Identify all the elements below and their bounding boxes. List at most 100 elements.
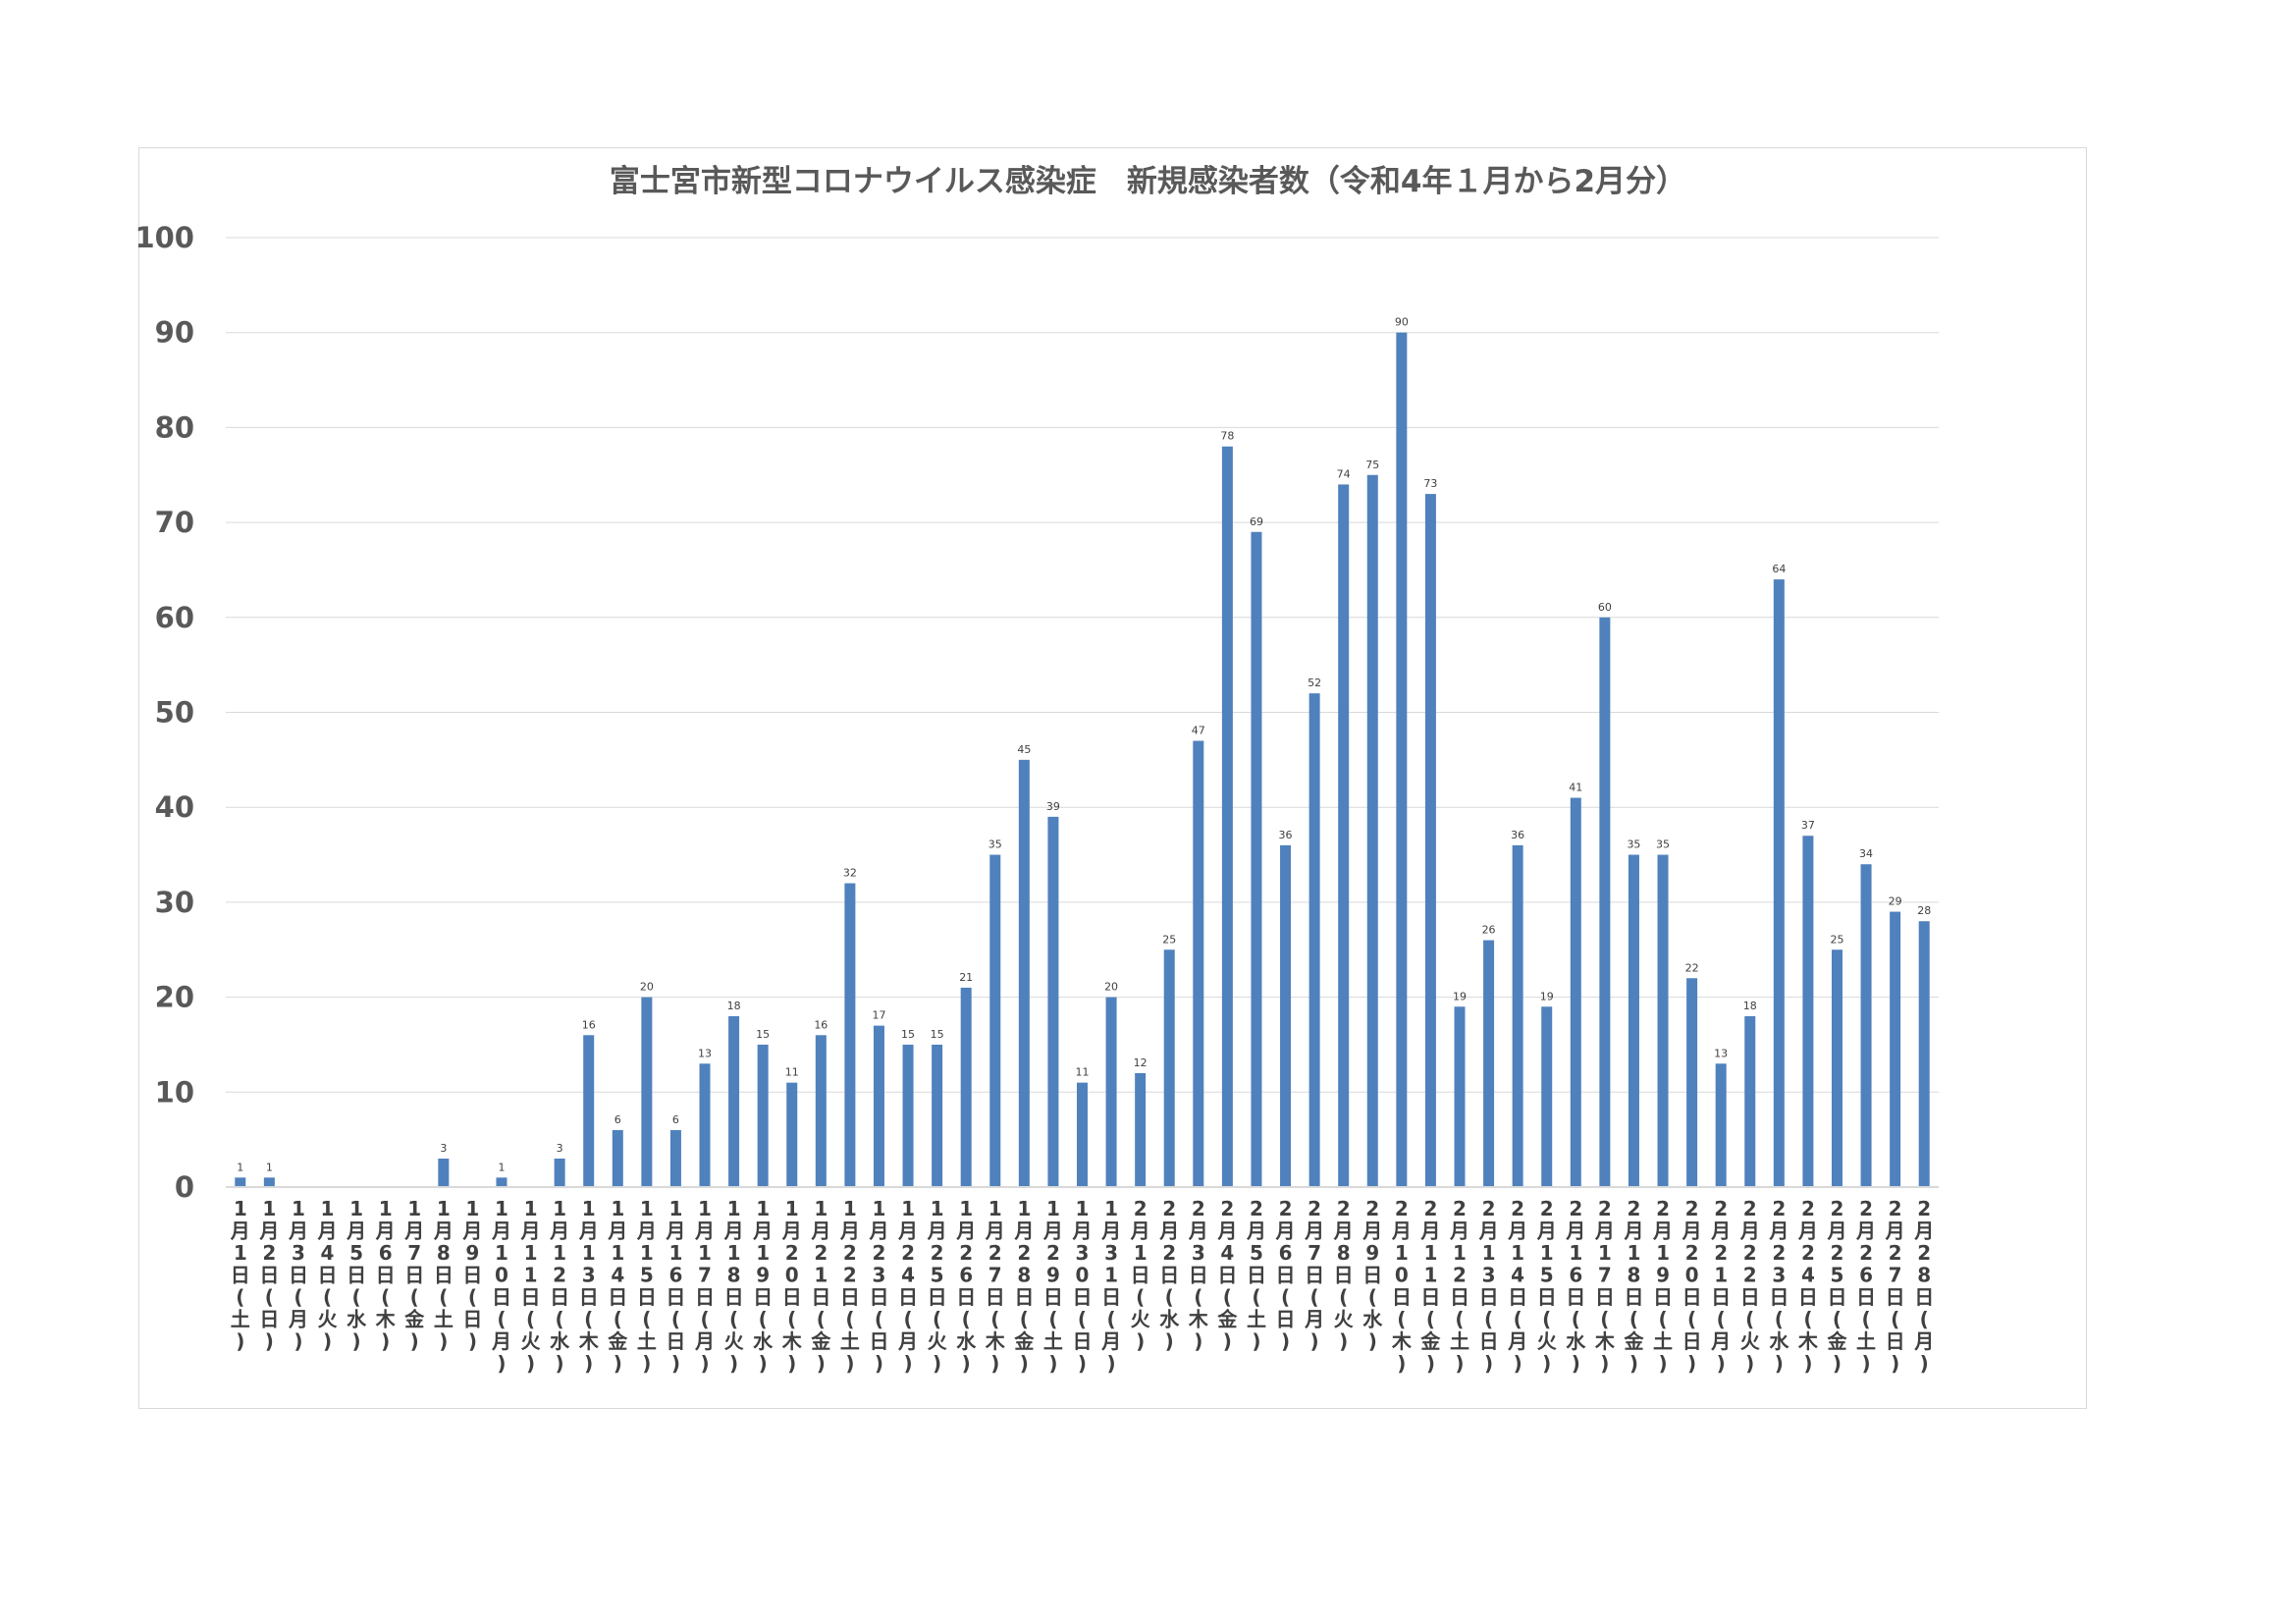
bar <box>1483 940 1495 1187</box>
x-tick-label: 1 月 3 0 日(日) <box>1072 1197 1093 1376</box>
bar <box>873 1025 884 1187</box>
bar <box>1628 854 1639 1187</box>
bars <box>235 332 1930 1188</box>
data-label: 15 <box>931 1028 944 1041</box>
data-label: 45 <box>1017 743 1031 756</box>
y-tick-label: 40 <box>155 790 194 824</box>
chart-area <box>138 147 2087 1409</box>
data-label: 16 <box>814 1018 828 1031</box>
data-label: 11 <box>785 1066 799 1079</box>
bar <box>960 987 972 1187</box>
x-tick-label: 1 月 4 日(火) <box>317 1197 339 1353</box>
bar <box>1715 1063 1727 1187</box>
data-label: 13 <box>1714 1047 1728 1059</box>
bar <box>1860 864 1872 1187</box>
data-label: 1 <box>498 1161 505 1173</box>
x-tick-label: 2 月 2 1 日(月) <box>1710 1197 1731 1376</box>
x-tick-label: 1 月 5 日(水) <box>346 1197 367 1353</box>
data-label: 6 <box>672 1113 679 1126</box>
data-label: 25 <box>1830 933 1843 946</box>
y-tick-label: 30 <box>155 886 194 919</box>
x-tick-label: 2 月 1 4 日(月) <box>1507 1197 1527 1376</box>
x-tick-label: 1 月 1 3 日(木) <box>578 1197 600 1376</box>
bar <box>815 1035 827 1187</box>
x-tick-label: 2 月 2 6 日(土) <box>1855 1197 1876 1376</box>
bar <box>612 1129 623 1187</box>
bar <box>1163 949 1175 1187</box>
x-axis-labels: 1 月 1 日(土) 1 月 2 日(日) 1 月 3 日(月) 1 月 4 日(火) 1 月 5 日(水) 1 月 6 日(… <box>230 1197 1934 1376</box>
x-tick-label: 1 月 7 日(金) <box>403 1197 425 1353</box>
bar <box>1396 332 1408 1187</box>
data-label: 18 <box>727 1000 741 1012</box>
data-label: 26 <box>1482 924 1496 937</box>
data-label: 35 <box>1656 839 1670 851</box>
bar <box>1018 759 1030 1187</box>
x-tick-label: 1 月 2 3 日(日) <box>868 1197 888 1376</box>
data-label: 15 <box>901 1028 915 1041</box>
data-label: 32 <box>843 867 857 880</box>
data-label: 74 <box>1337 467 1351 480</box>
data-label: 22 <box>1685 961 1699 974</box>
x-tick-label: 1 月 2 0 日(木) <box>781 1197 803 1376</box>
data-label: 21 <box>959 971 973 984</box>
x-tick-label: 1 月 2 1 日(金) <box>810 1197 831 1376</box>
y-tick-label: 10 <box>155 1075 194 1109</box>
x-tick-label: 2 月 7 日(月) <box>1304 1197 1324 1353</box>
x-tick-label: 1 月 1 日(土) <box>230 1197 250 1353</box>
bar <box>1541 1006 1553 1187</box>
data-label: 60 <box>1598 601 1612 614</box>
data-label: 3 <box>440 1142 447 1155</box>
data-label: 37 <box>1801 819 1815 832</box>
y-tick-label: 70 <box>155 506 194 539</box>
bar <box>1280 844 1292 1187</box>
y-tick-label: 90 <box>155 316 194 350</box>
bar <box>1338 484 1350 1187</box>
bar <box>699 1063 711 1187</box>
data-label: 35 <box>1627 839 1640 851</box>
data-label: 12 <box>1134 1056 1148 1069</box>
y-tick-label: 0 <box>175 1170 194 1204</box>
bar <box>263 1177 275 1187</box>
data-label: 90 <box>1395 316 1409 329</box>
data-label: 69 <box>1250 515 1263 528</box>
chart-title: 富士宮市新型コロナウイルス感染症 新規感染者数（令和4年１月から2月分） <box>609 164 1687 199</box>
bar <box>1890 911 1901 1187</box>
x-tick-label: 1 月 1 0 日(月) <box>491 1197 511 1376</box>
bar <box>641 997 653 1187</box>
y-tick-label: 100 <box>134 221 194 254</box>
x-tick-label: 1 月 1 7 日(月) <box>694 1197 715 1376</box>
bar <box>1454 1006 1466 1187</box>
x-tick-label: 2 月 5 日(土) <box>1246 1197 1266 1353</box>
x-tick-label: 1 月 2 7 日(木) <box>985 1197 1006 1376</box>
x-tick-label: 1 月 2 4 日(月) <box>897 1197 918 1376</box>
x-tick-label: 1 月 9 日(日) <box>461 1197 482 1353</box>
bar <box>669 1129 681 1187</box>
x-tick-label: 2 月 8 日(火) <box>1333 1197 1355 1353</box>
x-tick-label: 1 月 1 5 日(土) <box>636 1197 657 1376</box>
x-tick-label: 2 月 1 日(火) <box>1130 1197 1151 1353</box>
data-label: 36 <box>1511 829 1524 841</box>
x-tick-label: 2 月 2 7 日(日) <box>1885 1197 1905 1376</box>
bar <box>1424 494 1436 1188</box>
gridlines <box>226 237 1939 1093</box>
x-tick-label: 1 月 1 1 日(火) <box>520 1197 542 1376</box>
y-tick-label: 80 <box>155 410 194 444</box>
bar <box>1686 978 1698 1187</box>
data-label: 36 <box>1279 829 1293 841</box>
data-label: 17 <box>872 1009 885 1022</box>
data-label: 1 <box>237 1161 243 1173</box>
x-tick-label: 1 月 2 日(日) <box>258 1197 279 1353</box>
data-label: 19 <box>1453 990 1467 1002</box>
x-tick-label: 2 月 1 3 日(日) <box>1478 1197 1499 1376</box>
data-label: 52 <box>1308 677 1321 689</box>
x-tick-label: 1 月 2 5 日(火) <box>927 1197 948 1376</box>
bar <box>1251 531 1262 1187</box>
x-tick-label: 1 月 1 8 日(火) <box>723 1197 745 1376</box>
x-tick-label: 2 月 6 日(日) <box>1275 1197 1296 1353</box>
bar <box>1047 816 1059 1187</box>
x-tick-label: 2 月 9 日(水) <box>1362 1197 1383 1353</box>
data-label: 11 <box>1076 1066 1090 1079</box>
data-label: 47 <box>1192 725 1205 737</box>
